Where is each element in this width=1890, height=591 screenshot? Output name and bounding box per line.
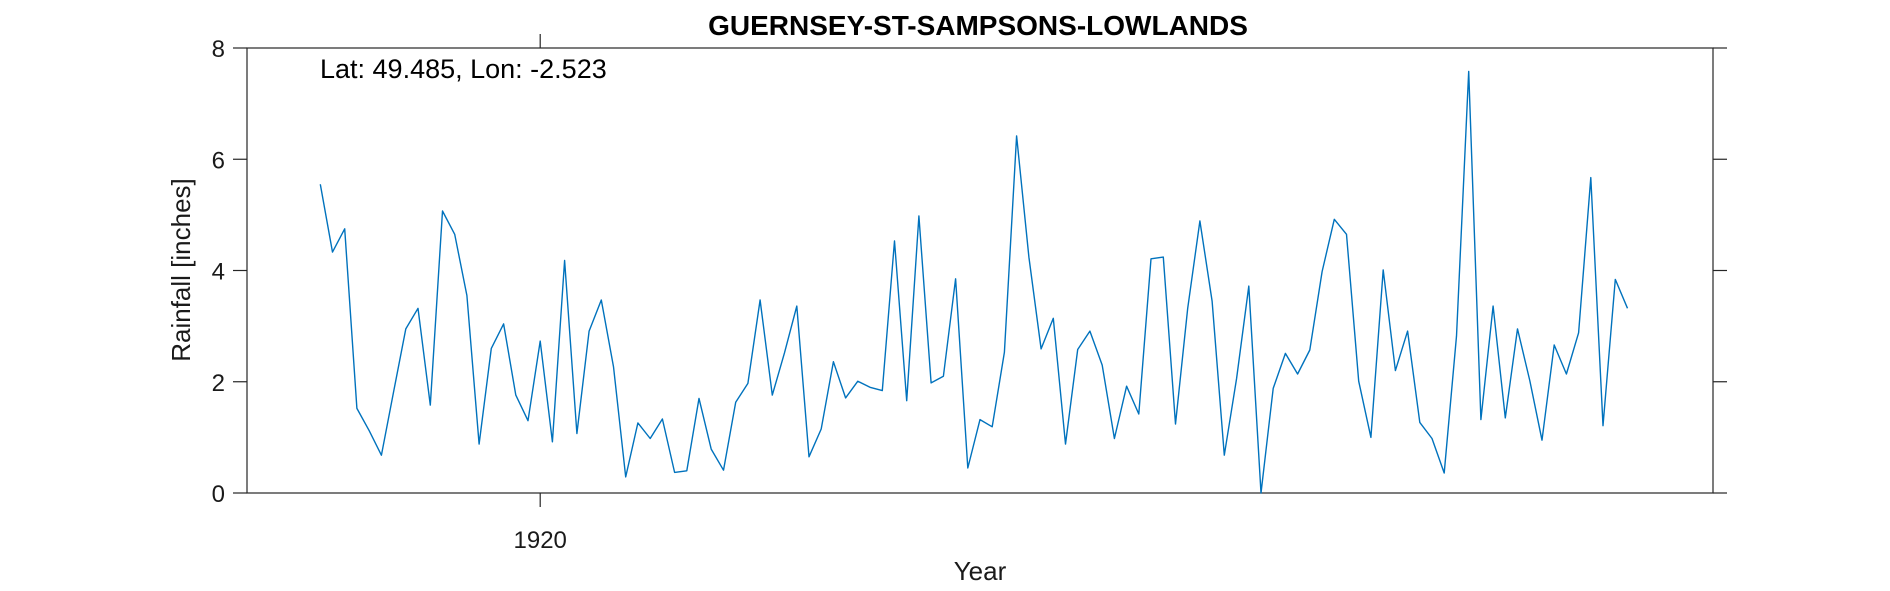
y-tick-label-0: 0 xyxy=(212,481,225,508)
chart-title: GUERNSEY-ST-SAMPSONS-LOWLANDS xyxy=(708,10,1248,41)
y-tick-label-2: 4 xyxy=(212,259,225,286)
axis-tick-labels: 0 2 4 6 8 1920 xyxy=(212,36,567,554)
x-tick-label-0: 1920 xyxy=(514,527,567,554)
axis-ticks xyxy=(233,34,1727,507)
y-tick-label-3: 6 xyxy=(212,147,225,174)
y-tick-label-1: 2 xyxy=(212,370,225,397)
y-axis-label: Rainfall [inches] xyxy=(166,178,196,362)
plot-frame xyxy=(246,47,1714,494)
location-annotation: Lat: 49.485, Lon: -2.523 xyxy=(320,54,607,84)
series-layer xyxy=(319,70,1629,494)
series-line-0 xyxy=(319,70,1629,494)
y-tick-label-4: 8 xyxy=(212,36,225,63)
x-axis-label: Year xyxy=(954,556,1007,586)
